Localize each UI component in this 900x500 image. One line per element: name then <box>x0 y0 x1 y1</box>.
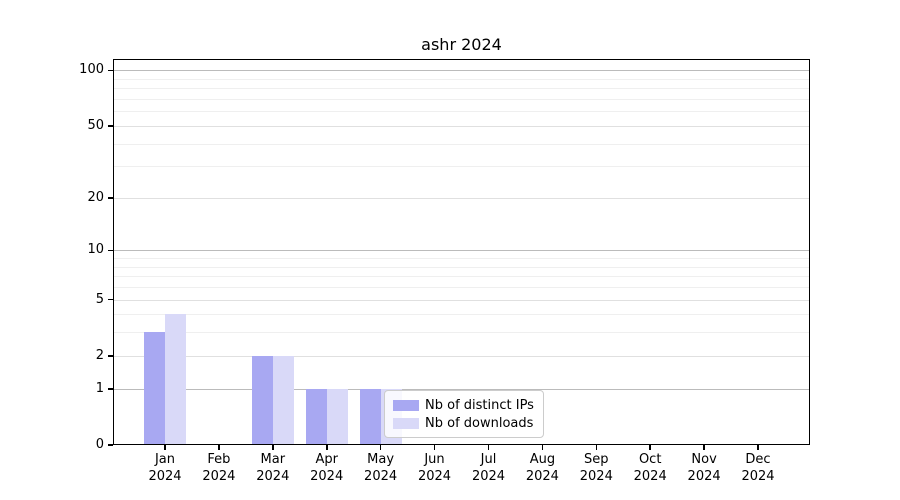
gridline-minor <box>114 266 809 268</box>
y-tick <box>108 249 113 251</box>
x-tick <box>703 445 705 450</box>
x-tick <box>164 445 166 450</box>
bar-apr-s1 <box>326 388 348 445</box>
bar-jan-s0 <box>144 332 165 445</box>
gridline-major <box>114 388 809 390</box>
x-tick-label: Jul 2024 <box>471 452 506 484</box>
x-tick-label: Apr 2024 <box>310 452 344 484</box>
x-tick-label: Aug 2024 <box>525 452 559 484</box>
legend: Nb of distinct IPs Nb of downloads <box>384 390 544 438</box>
y-tick-label: 1 <box>95 380 104 396</box>
legend-swatch-distinct-ips <box>393 399 419 411</box>
gridline-minor <box>114 276 809 278</box>
gridline-major <box>114 125 809 127</box>
gridline-minor <box>114 88 809 90</box>
x-tick-label: Feb 2024 <box>202 452 236 484</box>
y-tick <box>108 69 113 71</box>
x-tick <box>757 445 759 450</box>
gridline-minor <box>114 314 809 316</box>
gridline-major <box>114 299 809 301</box>
x-tick <box>326 445 328 450</box>
x-tick <box>487 445 490 450</box>
y-tick-label: 10 <box>87 242 104 258</box>
gridline-major <box>114 250 809 252</box>
gridline-minor <box>114 258 809 259</box>
x-tick-label: Mar 2024 <box>256 452 290 484</box>
x-tick <box>433 445 436 450</box>
x-tick-label: May 2024 <box>364 452 398 484</box>
y-tick <box>108 125 113 127</box>
x-tick <box>541 445 544 450</box>
legend-item-downloads: Nb of downloads <box>393 414 535 432</box>
y-tick-label: 5 <box>95 291 104 307</box>
y-tick-label: 2 <box>95 347 104 363</box>
legend-item-distinct-ips: Nb of distinct IPs <box>393 396 535 414</box>
legend-label-distinct-ips: Nb of distinct IPs <box>425 397 534 413</box>
x-tick-label: Jun 2024 <box>417 452 452 484</box>
plot-frame <box>113 59 810 445</box>
x-tick-label: Jan 2024 <box>148 452 182 484</box>
gridline-minor <box>114 332 809 334</box>
y-tick-label: 0 <box>95 437 104 452</box>
bar-apr-s0 <box>305 388 327 445</box>
x-tick <box>218 445 220 450</box>
legend-swatch-downloads <box>393 417 419 429</box>
x-tick <box>649 445 651 450</box>
y-tick <box>108 444 113 446</box>
x-tick-label: Oct 2024 <box>633 452 667 484</box>
gridline-minor <box>114 78 809 80</box>
y-tick <box>108 197 113 199</box>
y-tick-label: 100 <box>79 62 104 78</box>
y-tick <box>108 298 113 301</box>
y-tick-label: 50 <box>87 117 104 133</box>
x-tick-label: Sep 2024 <box>579 452 613 484</box>
x-tick <box>595 445 597 450</box>
gridline-minor <box>114 143 809 145</box>
gridline-major <box>114 355 809 357</box>
legend-label-downloads: Nb of downloads <box>425 415 534 431</box>
bar-jan-s1 <box>165 314 186 445</box>
bar-mar-s0 <box>251 355 273 445</box>
x-tick-label: Nov 2024 <box>687 452 721 484</box>
gridline-minor <box>114 111 809 113</box>
x-tick <box>272 445 274 450</box>
gridline-major <box>114 70 809 72</box>
bar-mar-s1 <box>272 355 294 445</box>
x-tick <box>379 445 382 450</box>
bar-may-s0 <box>359 388 381 445</box>
y-tick <box>108 388 113 390</box>
gridline-minor <box>114 287 809 288</box>
gridline-minor <box>114 166 809 168</box>
y-tick-label: 20 <box>87 189 104 205</box>
gridline-minor <box>114 98 809 100</box>
chart-title: ashr 2024 <box>421 35 502 54</box>
y-tick <box>108 355 113 357</box>
gridline-major <box>114 197 809 199</box>
x-tick-label: Dec 2024 <box>741 452 775 484</box>
